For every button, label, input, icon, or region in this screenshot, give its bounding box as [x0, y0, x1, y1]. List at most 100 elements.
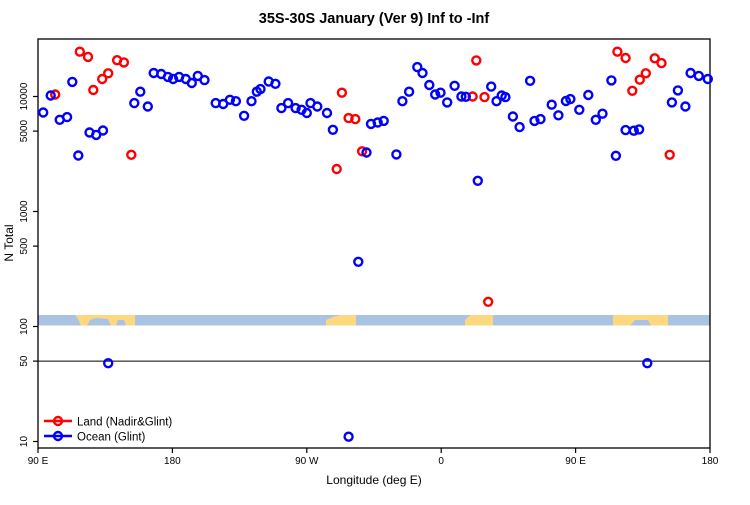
ocean-point	[378, 115, 389, 127]
ocean-point	[666, 97, 678, 108]
y-axis-title: N Total	[2, 224, 16, 261]
ocean-point	[162, 71, 174, 83]
ocean-point	[524, 75, 536, 87]
y-tick-label: 10000	[19, 82, 30, 110]
ocean-point	[693, 70, 704, 82]
land-point	[656, 57, 667, 69]
land-point	[479, 91, 490, 103]
ocean-point	[372, 117, 383, 128]
land-point	[126, 149, 137, 161]
chart-title: 35S-30S January (Ver 9) Inf to -Inf	[259, 11, 490, 27]
ocean-point	[142, 101, 154, 112]
ocean-point	[583, 89, 594, 101]
ocean-point	[282, 97, 294, 109]
ocean-point	[230, 95, 242, 107]
x-axis-title: Longitude (deg E)	[326, 473, 421, 487]
y-tick-label: 10	[19, 436, 30, 448]
ocean-point	[224, 94, 236, 106]
ocean-point	[628, 125, 639, 136]
map-band-land-polygon	[76, 315, 135, 326]
ocean-point	[73, 150, 84, 161]
ocean-point	[460, 91, 471, 103]
map-band-layer	[38, 315, 710, 326]
ocean-point	[167, 73, 179, 85]
ocean-point	[417, 67, 428, 79]
ocean-point	[45, 90, 56, 101]
land-point	[102, 68, 114, 79]
ocean-point	[276, 102, 287, 114]
ocean-point	[391, 149, 402, 160]
land-point	[471, 55, 482, 66]
ocean-point	[412, 61, 423, 73]
ocean-point	[327, 124, 339, 136]
ocean-point	[343, 431, 354, 442]
x-tick-label: 90 E	[28, 456, 49, 467]
ocean-point	[424, 79, 435, 91]
plot-border	[37, 38, 711, 449]
ocean-point	[435, 87, 446, 98]
land-point	[350, 113, 361, 125]
ocean-point	[486, 81, 497, 92]
ocean-point	[702, 73, 713, 85]
x-tick-label: 90 W	[295, 456, 319, 467]
ocean-point	[597, 108, 608, 119]
ocean-point	[361, 147, 372, 158]
legend: Land (Nadir&Glint) Ocean (Glint)	[44, 415, 172, 444]
ocean-point	[546, 99, 557, 110]
ocean-point	[500, 91, 511, 103]
ocean-point	[472, 175, 483, 187]
ocean-point	[680, 101, 691, 112]
land-point	[50, 89, 61, 100]
land-point	[336, 87, 348, 98]
land-point	[82, 51, 94, 63]
ocean-point	[507, 111, 519, 122]
ocean-point	[353, 256, 364, 267]
ocean-point	[620, 124, 631, 136]
ocean-point	[290, 102, 301, 114]
ocean-point	[565, 93, 576, 105]
ocean-point	[90, 129, 102, 141]
x-tick-label: 0	[438, 456, 444, 467]
land-point	[356, 146, 368, 157]
ocean-point	[135, 86, 146, 97]
ocean-point	[312, 101, 323, 112]
land-point	[331, 163, 342, 175]
ocean-point	[642, 358, 653, 369]
ocean-point	[491, 95, 502, 107]
land-point	[634, 74, 645, 85]
ocean-point	[38, 107, 49, 118]
land-point	[620, 52, 631, 64]
y-tick-label: 50	[19, 355, 30, 367]
map-band-land-polygon	[465, 315, 493, 326]
land-point	[612, 46, 623, 57]
ocean-point	[246, 95, 257, 107]
ocean-point	[186, 77, 198, 89]
y-tick-label: 500	[19, 237, 30, 254]
ocean-point	[574, 104, 585, 116]
ocean-point	[238, 110, 250, 122]
ocean-point	[199, 74, 210, 86]
ocean-point	[301, 107, 312, 119]
map-band-land-polygon	[326, 315, 356, 326]
ocean-point	[61, 111, 73, 123]
map-band-ocean	[38, 315, 710, 326]
data-points-layer	[38, 46, 713, 442]
ocean-point	[129, 97, 140, 109]
ocean-point	[672, 85, 684, 96]
x-tick-label: 180	[164, 456, 181, 467]
land-point	[96, 73, 108, 85]
ocean-point	[610, 150, 622, 162]
ocean-point	[456, 91, 467, 102]
legend-land-label: Land (Nadir&Glint)	[77, 417, 172, 429]
land-point	[649, 53, 660, 64]
ocean-point	[442, 97, 453, 108]
ocean-point	[403, 86, 415, 97]
map-band-land-polygon	[613, 315, 668, 326]
x-tick-label: 90 E	[565, 456, 586, 467]
ocean-point	[590, 114, 601, 126]
land-point	[88, 84, 99, 96]
ocean-point	[270, 78, 281, 90]
ocean-point	[535, 113, 546, 125]
ocean-point	[67, 76, 78, 88]
